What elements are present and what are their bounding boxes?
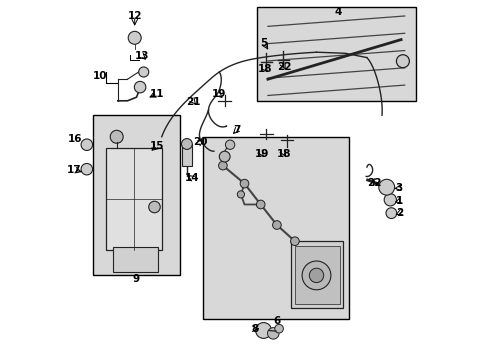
Circle shape (255, 323, 271, 338)
Bar (113, 247, 158, 272)
Circle shape (218, 161, 227, 170)
Circle shape (378, 179, 394, 195)
Circle shape (240, 179, 248, 188)
Text: 1: 1 (395, 196, 402, 206)
Text: 11: 11 (150, 89, 164, 99)
Bar (93, 115, 179, 275)
Text: 12: 12 (127, 11, 142, 21)
Text: 4: 4 (334, 6, 341, 17)
Circle shape (128, 31, 141, 44)
Text: 15: 15 (150, 141, 164, 151)
Text: 6: 6 (273, 316, 280, 327)
Bar (203, 137, 348, 319)
Text: 19: 19 (211, 89, 225, 99)
Circle shape (290, 237, 299, 246)
Text: 17: 17 (67, 165, 81, 175)
Circle shape (385, 208, 396, 219)
Text: 18: 18 (258, 64, 272, 74)
Circle shape (256, 200, 264, 209)
Circle shape (81, 139, 92, 150)
Bar (181, 144, 192, 166)
Bar (106, 148, 162, 250)
Text: 16: 16 (67, 134, 81, 144)
Circle shape (274, 324, 283, 333)
Text: 13: 13 (134, 51, 149, 61)
Circle shape (134, 81, 145, 93)
Text: 18: 18 (276, 149, 291, 159)
Circle shape (148, 201, 160, 213)
Circle shape (81, 163, 92, 175)
Circle shape (110, 130, 123, 143)
Text: 7: 7 (232, 125, 240, 135)
Circle shape (302, 261, 330, 290)
Circle shape (237, 191, 244, 198)
Bar (291, 241, 343, 308)
Text: 20: 20 (193, 137, 207, 147)
Circle shape (225, 140, 234, 149)
Text: 2: 2 (395, 208, 402, 218)
Text: 22: 22 (367, 178, 381, 188)
Text: 9: 9 (133, 274, 140, 284)
Text: 14: 14 (184, 173, 199, 183)
Text: 10: 10 (93, 71, 107, 81)
Text: 3: 3 (395, 183, 402, 193)
Circle shape (396, 55, 408, 68)
Circle shape (139, 67, 148, 77)
Text: 8: 8 (251, 324, 258, 334)
Bar (257, 7, 415, 101)
Circle shape (267, 328, 279, 339)
Bar (294, 246, 339, 304)
Text: 21: 21 (186, 96, 200, 107)
Circle shape (181, 139, 192, 149)
Text: 22: 22 (276, 62, 291, 72)
Text: 19: 19 (254, 149, 268, 159)
Circle shape (384, 194, 396, 206)
Circle shape (219, 151, 230, 162)
Circle shape (309, 268, 323, 283)
Text: 5: 5 (260, 38, 267, 48)
Circle shape (272, 221, 281, 229)
